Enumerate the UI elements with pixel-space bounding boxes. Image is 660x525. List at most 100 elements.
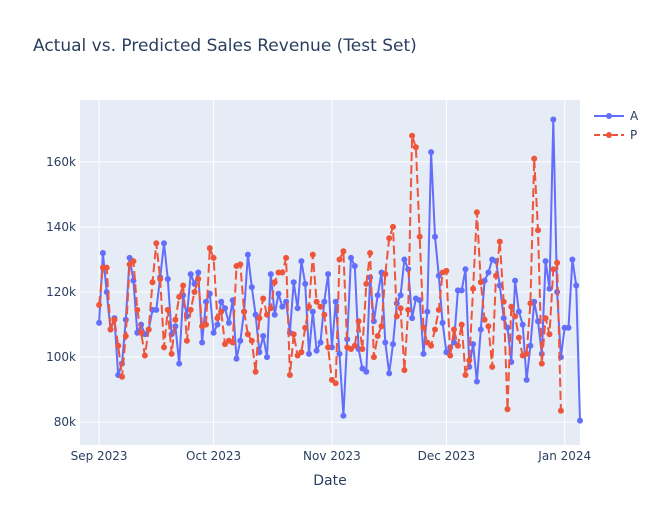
data-point[interactable] (473, 209, 480, 216)
data-point[interactable] (332, 380, 339, 387)
data-point[interactable] (161, 344, 167, 351)
data-point[interactable] (183, 337, 190, 344)
data-point[interactable] (355, 318, 362, 325)
data-point[interactable] (275, 290, 282, 297)
data-point[interactable] (565, 324, 572, 331)
data-point[interactable] (290, 279, 297, 286)
data-point[interactable] (237, 261, 244, 268)
data-point[interactable] (416, 297, 423, 304)
data-point[interactable] (271, 279, 278, 286)
data-point[interactable] (363, 280, 370, 287)
data-point[interactable] (96, 302, 103, 308)
data-point[interactable] (458, 287, 465, 294)
data-point[interactable] (435, 306, 442, 313)
data-point[interactable] (130, 258, 137, 265)
data-point[interactable] (248, 337, 255, 344)
data-point[interactable] (477, 326, 484, 333)
data-point[interactable] (134, 306, 141, 313)
data-point[interactable] (485, 323, 492, 330)
data-point[interactable] (244, 331, 251, 338)
data-point[interactable] (122, 333, 129, 339)
data-point[interactable] (222, 341, 228, 348)
data-point[interactable] (493, 272, 499, 279)
data-point[interactable] (187, 306, 194, 313)
data-point[interactable] (96, 319, 103, 326)
data-point[interactable] (527, 300, 534, 307)
data-point[interactable] (340, 248, 347, 255)
data-point[interactable] (382, 339, 389, 346)
legend-item[interactable]: A (594, 109, 639, 123)
data-point[interactable] (218, 298, 225, 305)
data-point[interactable] (374, 333, 381, 339)
data-point[interactable] (351, 342, 358, 349)
data-point[interactable] (210, 254, 217, 261)
data-point[interactable] (428, 342, 435, 349)
data-point[interactable] (439, 319, 446, 326)
data-point[interactable] (203, 298, 209, 305)
data-point[interactable] (306, 350, 312, 357)
data-point[interactable] (523, 376, 530, 383)
data-point[interactable] (386, 235, 393, 242)
data-point[interactable] (542, 315, 549, 322)
data-point[interactable] (554, 259, 561, 266)
data-point[interactable] (535, 227, 541, 234)
data-point[interactable] (317, 339, 324, 346)
data-point[interactable] (203, 321, 209, 328)
data-point[interactable] (210, 329, 217, 336)
data-point[interactable] (244, 251, 251, 258)
data-point[interactable] (523, 350, 530, 357)
data-point[interactable] (164, 276, 171, 282)
data-point[interactable] (348, 254, 354, 261)
data-point[interactable] (412, 144, 419, 151)
data-point[interactable] (447, 352, 454, 359)
data-point[interactable] (397, 305, 404, 312)
data-point[interactable] (313, 347, 320, 354)
data-point[interactable] (542, 258, 549, 265)
data-point[interactable] (271, 311, 278, 318)
data-point[interactable] (405, 306, 412, 313)
data-point[interactable] (298, 349, 305, 356)
data-point[interactable] (531, 155, 538, 162)
data-point[interactable] (267, 305, 274, 312)
data-point[interactable] (538, 360, 545, 367)
data-point[interactable] (107, 326, 114, 333)
data-point[interactable] (458, 321, 465, 328)
data-point[interactable] (256, 315, 263, 322)
data-point[interactable] (519, 321, 526, 328)
data-point[interactable] (401, 256, 408, 263)
data-point[interactable] (340, 412, 347, 419)
data-point[interactable] (99, 250, 106, 256)
data-point[interactable] (557, 407, 564, 414)
data-point[interactable] (527, 342, 534, 349)
data-point[interactable] (321, 298, 328, 305)
data-point[interactable] (569, 256, 576, 263)
data-point[interactable] (500, 298, 507, 305)
data-point[interactable] (279, 303, 286, 310)
data-point[interactable] (313, 298, 320, 305)
data-point[interactable] (218, 308, 225, 315)
data-point[interactable] (466, 357, 473, 364)
data-point[interactable] (264, 311, 270, 318)
data-point[interactable] (180, 282, 187, 289)
data-point[interactable] (267, 271, 274, 278)
data-point[interactable] (481, 316, 488, 323)
data-point[interactable] (359, 346, 366, 352)
data-point[interactable] (370, 354, 377, 361)
data-point[interactable] (546, 285, 553, 292)
data-point[interactable] (214, 315, 221, 322)
data-point[interactable] (473, 378, 480, 385)
data-point[interactable] (229, 339, 236, 346)
data-point[interactable] (550, 116, 557, 123)
data-point[interactable] (111, 316, 118, 323)
data-point[interactable] (248, 284, 255, 291)
data-point[interactable] (176, 360, 183, 367)
data-point[interactable] (432, 326, 438, 333)
data-point[interactable] (279, 269, 286, 276)
data-point[interactable] (176, 293, 183, 300)
data-point[interactable] (409, 132, 416, 139)
data-point[interactable] (199, 339, 206, 346)
data-point[interactable] (214, 321, 221, 328)
data-point[interactable] (470, 285, 477, 292)
data-point[interactable] (515, 334, 522, 341)
data-point[interactable] (546, 331, 553, 338)
